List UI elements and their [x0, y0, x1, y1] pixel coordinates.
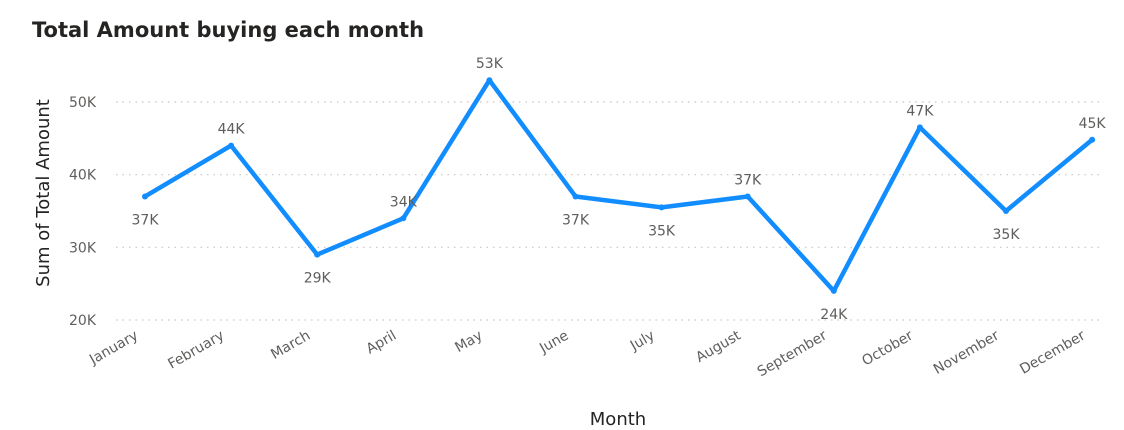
- x-tick-label: March: [268, 328, 313, 363]
- data-point: [572, 193, 579, 200]
- x-tick-label: June: [536, 328, 571, 358]
- x-tick-label: November: [931, 327, 1002, 377]
- data-label: 37K: [562, 212, 590, 228]
- data-point: [400, 215, 407, 222]
- data-point: [916, 124, 923, 131]
- data-label: 29K: [304, 271, 332, 287]
- data-labels: 37K 44K 29K 34K 53K 37K 35K 37K 24K 47K 35K 45K: [132, 56, 1107, 323]
- data-label: 53K: [476, 56, 504, 72]
- y-tick-label: 20K: [69, 313, 97, 329]
- x-axis-title: Month: [590, 409, 646, 430]
- x-tick-label: February: [165, 328, 227, 373]
- data-point: [142, 193, 148, 200]
- data-point: [1089, 136, 1096, 143]
- data-point: [228, 142, 235, 149]
- y-tick-label: 50K: [69, 95, 97, 111]
- x-tick-label: August: [693, 327, 744, 366]
- series-line-layer: [142, 77, 1096, 294]
- x-tick-label: January: [86, 328, 141, 369]
- data-point: [830, 287, 837, 294]
- data-point: [1003, 208, 1009, 214]
- x-axis-ticks: January February March April May June July Augu…: [86, 327, 1088, 380]
- gridlines: [116, 101, 1100, 321]
- y-axis-title: Sum of Total Amount: [33, 99, 54, 287]
- data-label: 35K: [993, 227, 1021, 243]
- y-tick-label: 40K: [69, 168, 97, 184]
- data-label: 44K: [218, 122, 246, 138]
- x-tick-label: April: [364, 328, 400, 358]
- y-tick-label: 30K: [69, 240, 97, 256]
- y-axis-ticks: 20K 30K 40K 50K: [69, 95, 97, 329]
- data-label: 45K: [1079, 116, 1107, 132]
- x-tick-label: September: [755, 327, 830, 380]
- data-label: 35K: [648, 223, 676, 239]
- data-point: [314, 251, 321, 258]
- data-point: [658, 204, 665, 211]
- chart-title: Total Amount buying each month: [32, 18, 425, 42]
- data-label: 24K: [820, 307, 848, 323]
- x-tick-label: December: [1017, 327, 1088, 377]
- x-tick-label: July: [627, 328, 658, 355]
- data-label: 37K: [132, 212, 160, 228]
- data-point: [744, 193, 751, 200]
- data-label: 47K: [906, 103, 934, 119]
- data-label: 34K: [390, 194, 418, 210]
- series-line: [142, 77, 1095, 294]
- data-label: 37K: [734, 172, 762, 188]
- data-point: [486, 77, 493, 84]
- x-tick-label: October: [859, 327, 916, 369]
- x-tick-label: May: [452, 328, 485, 356]
